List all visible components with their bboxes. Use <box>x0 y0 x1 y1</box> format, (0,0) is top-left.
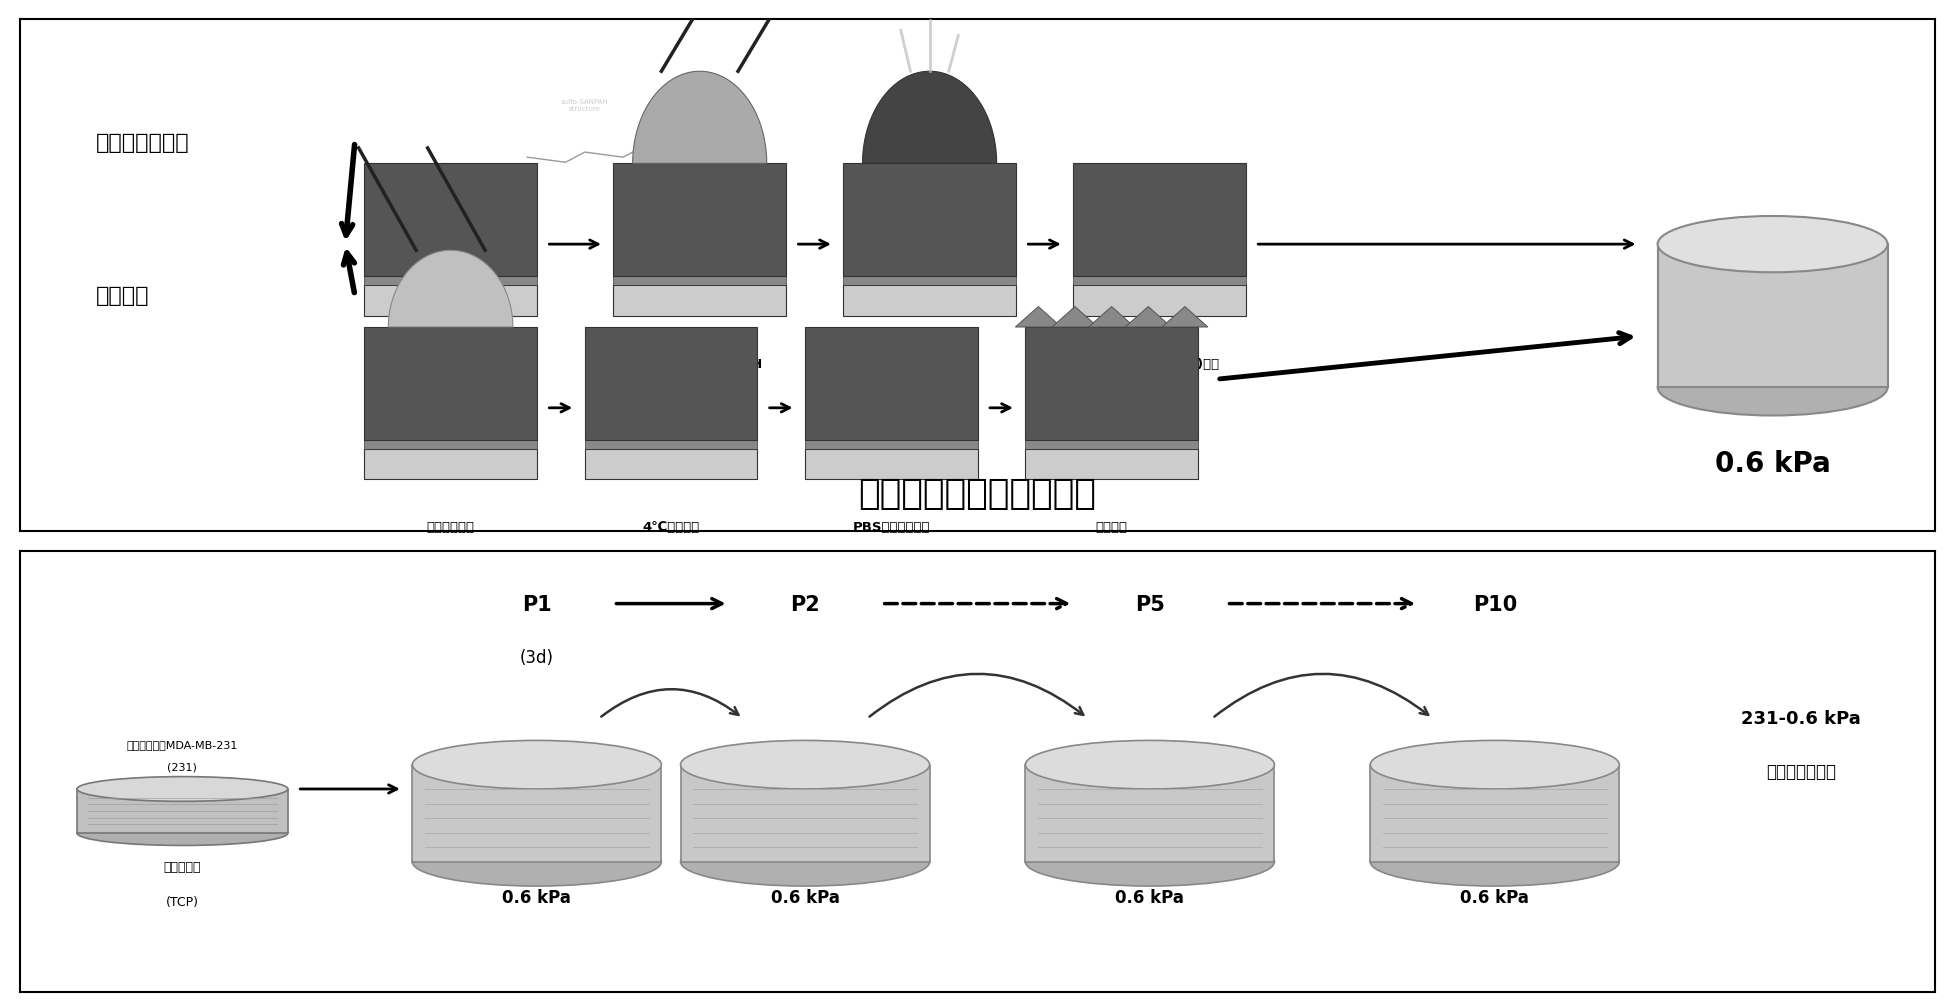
Bar <box>614 164 786 277</box>
Text: 丙烯酰胺: 丙烯酰胺 <box>96 286 151 306</box>
Ellipse shape <box>1658 216 1887 273</box>
Ellipse shape <box>680 740 929 790</box>
Ellipse shape <box>1024 740 1275 790</box>
Bar <box>843 286 1017 317</box>
Bar <box>364 328 538 440</box>
Text: 甲叉双丙烯酰胺: 甲叉双丙烯酰胺 <box>96 132 190 152</box>
Text: P10: P10 <box>1472 594 1517 614</box>
Text: (231): (231) <box>168 762 197 772</box>
Polygon shape <box>633 72 766 164</box>
Bar <box>364 440 538 449</box>
Ellipse shape <box>76 821 287 846</box>
Text: 加入 sulfo-SANPAH: 加入 sulfo-SANPAH <box>637 358 762 371</box>
Text: P5: P5 <box>1136 594 1165 614</box>
Text: PBS和培养基清洗: PBS和培养基清洗 <box>852 521 931 534</box>
Ellipse shape <box>413 740 661 790</box>
Bar <box>1024 440 1198 449</box>
Bar <box>364 164 538 277</box>
Text: 接种细胞: 接种细胞 <box>1095 521 1128 534</box>
Bar <box>843 164 1017 277</box>
Ellipse shape <box>1658 360 1887 416</box>
Bar <box>364 286 538 317</box>
Bar <box>1658 244 1889 388</box>
Text: 乳腺癌细胞系MDA-MB-231: 乳腺癌细胞系MDA-MB-231 <box>127 739 239 749</box>
Text: 231-0.6 kPa: 231-0.6 kPa <box>1742 709 1861 727</box>
Polygon shape <box>1052 308 1099 328</box>
Ellipse shape <box>1370 838 1619 886</box>
Bar <box>843 277 1017 286</box>
Text: 0.6 kPa: 0.6 kPa <box>1460 889 1529 907</box>
Text: 0.6 kPa: 0.6 kPa <box>1715 449 1830 477</box>
Bar <box>680 765 929 862</box>
Bar <box>585 328 757 440</box>
Polygon shape <box>1126 308 1171 328</box>
Text: 0.6 kPa: 0.6 kPa <box>1116 889 1185 907</box>
Polygon shape <box>389 252 512 328</box>
Bar <box>364 277 538 286</box>
Bar <box>1024 765 1275 862</box>
Text: 0.6 kPa: 0.6 kPa <box>502 889 571 907</box>
Text: P1: P1 <box>522 594 551 614</box>
Bar <box>1370 765 1619 862</box>
Text: (TCP): (TCP) <box>166 895 199 908</box>
Bar <box>1073 286 1245 317</box>
Ellipse shape <box>76 777 287 802</box>
Bar <box>1024 449 1198 480</box>
Text: HEPES(pH8.5)清洗: HEPES(pH8.5)清洗 <box>1099 358 1220 371</box>
Ellipse shape <box>413 838 661 886</box>
Text: 组织培养皿: 组织培养皿 <box>164 860 201 873</box>
Bar <box>614 277 786 286</box>
Text: 聚丙烯酰胺水凝胶的制备: 聚丙烯酰胺水凝胶的制备 <box>858 477 1097 511</box>
Bar <box>76 790 287 834</box>
Bar <box>1024 328 1198 440</box>
Text: sulfo-SANPAH
structure: sulfo-SANPAH structure <box>561 99 608 112</box>
Polygon shape <box>1161 308 1208 328</box>
Bar <box>805 328 978 440</box>
Bar <box>614 286 786 317</box>
Text: (3d): (3d) <box>520 648 553 666</box>
Bar <box>364 449 538 480</box>
Text: UV 交联: UV 交联 <box>909 358 950 371</box>
Bar <box>1073 164 1245 277</box>
Text: （脑转移细胞）: （脑转移细胞） <box>1765 763 1836 781</box>
Ellipse shape <box>1024 838 1275 886</box>
Ellipse shape <box>680 838 929 886</box>
Text: 0.6 kPa: 0.6 kPa <box>770 889 839 907</box>
Polygon shape <box>1089 308 1134 328</box>
Bar <box>805 440 978 449</box>
Text: P2: P2 <box>790 594 819 614</box>
Text: 加入胶原蛋白: 加入胶原蛋白 <box>426 521 475 534</box>
Text: 4℃过夜孵育: 4℃过夜孵育 <box>643 521 700 534</box>
Bar <box>805 449 978 480</box>
Polygon shape <box>862 72 997 164</box>
Ellipse shape <box>1370 740 1619 790</box>
Bar <box>585 449 757 480</box>
Bar <box>585 440 757 449</box>
Bar <box>413 765 661 862</box>
Bar <box>1073 277 1245 286</box>
Polygon shape <box>1015 308 1062 328</box>
